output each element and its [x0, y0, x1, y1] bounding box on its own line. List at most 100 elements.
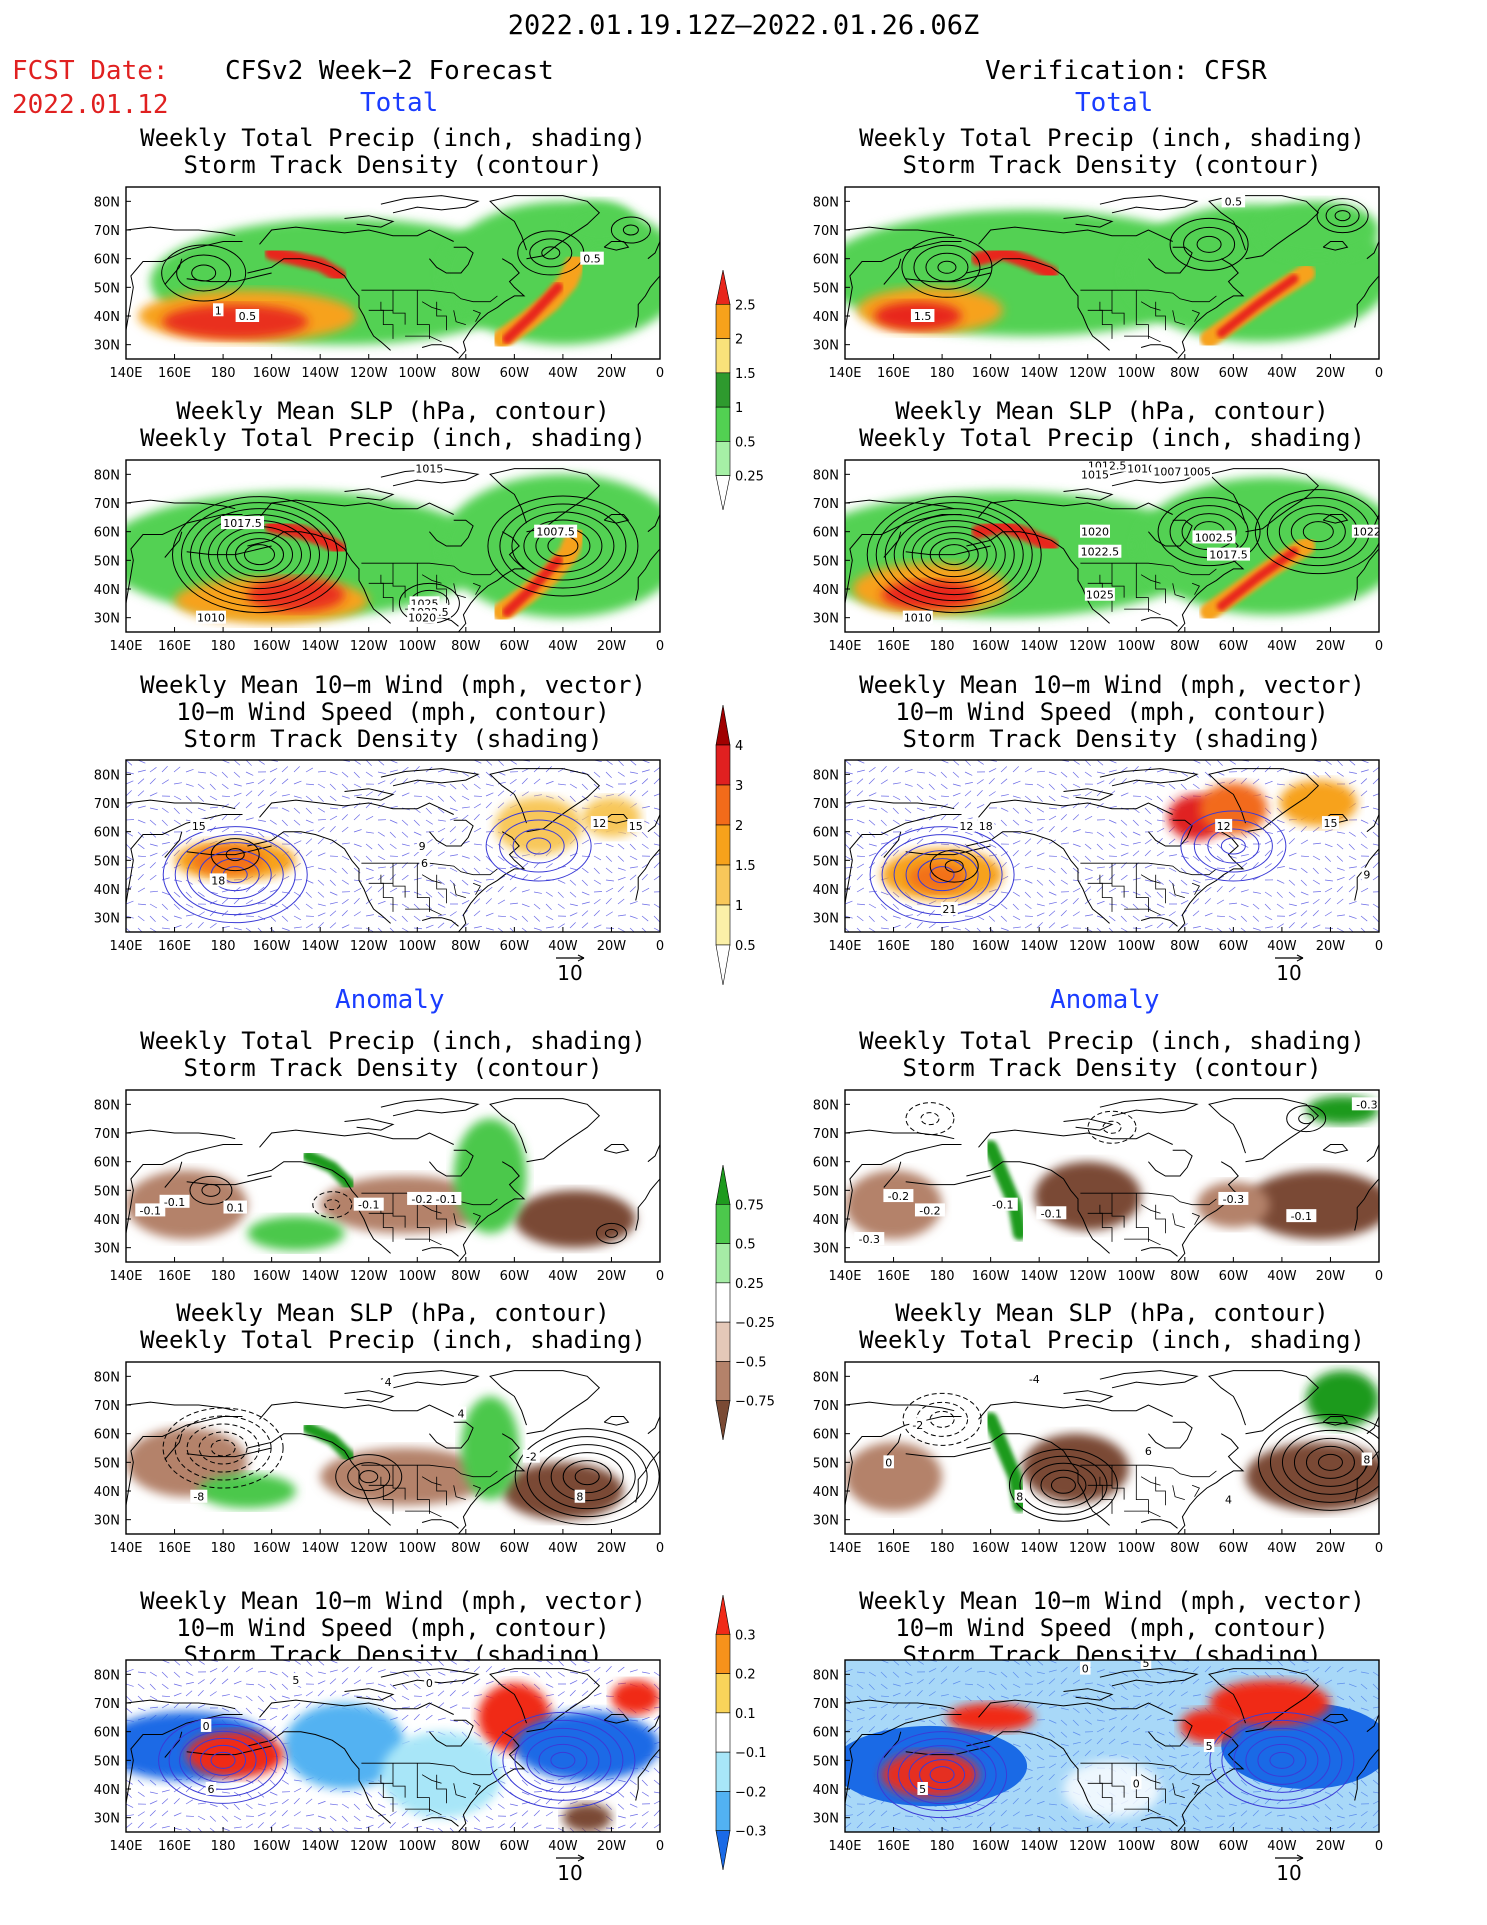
- wind-vector: [964, 802, 972, 809]
- contour-label: 15: [1321, 816, 1339, 830]
- wind-vector: [293, 1779, 302, 1782]
- wind-vector: [317, 838, 324, 845]
- wind-vector: [1036, 891, 1044, 898]
- wind-vector: [269, 889, 278, 893]
- wind-vector: [341, 795, 350, 799]
- wind-vector: [1204, 855, 1211, 862]
- coastline: [1063, 788, 1114, 801]
- coastline: [1208, 1668, 1320, 1733]
- wind-vector: [161, 1798, 169, 1805]
- lat-label: 80N: [813, 468, 839, 483]
- wind-vector: [1072, 783, 1081, 788]
- wind-vector: [221, 1707, 230, 1712]
- wind-vector: [988, 778, 995, 785]
- wind-vector: [246, 1660, 247, 1661]
- contour-label-text: 1022: [1353, 526, 1381, 539]
- lon-label: 160W: [972, 1541, 1010, 1556]
- wind-vector: [461, 795, 470, 801]
- contour-line: [162, 1407, 284, 1489]
- wind-vector: [1360, 790, 1368, 797]
- contour-line: [514, 1428, 660, 1526]
- wind-vector: [257, 1695, 264, 1702]
- wind-vector: [940, 795, 950, 798]
- wind-vector: [353, 794, 362, 797]
- contour-label: 18: [209, 873, 227, 887]
- contour-line: [893, 514, 1015, 596]
- coastline: [164, 831, 183, 858]
- wind-vector: [940, 771, 947, 778]
- coastline: [845, 1699, 955, 1710]
- wind-vector: [1240, 843, 1249, 848]
- wind-vector: [593, 842, 602, 845]
- wind-vector: [257, 790, 264, 797]
- wind-vector: [245, 1823, 253, 1829]
- colorbar-label: −0.5: [735, 1355, 767, 1370]
- wind-vector: [497, 760, 504, 766]
- contour-line: [887, 1738, 997, 1812]
- wind-vector: [1024, 838, 1032, 845]
- wind-vector: [341, 1791, 351, 1793]
- wind-vector: [1337, 1660, 1338, 1661]
- panel-title-line: Weekly Mean 10−m Wind (mph, vector): [859, 671, 1365, 699]
- wind-vector: [581, 901, 590, 905]
- contour-line: [929, 849, 979, 883]
- wind-vector: [293, 1714, 301, 1721]
- coastline: [247, 258, 391, 351]
- wind-vector: [868, 778, 875, 785]
- wind-vector: [1312, 855, 1321, 861]
- contour-line: [190, 508, 329, 602]
- lon-label: 80W: [1170, 1541, 1200, 1556]
- wind-vector: [473, 926, 482, 929]
- lat-label: 70N: [813, 1697, 839, 1712]
- wind-vector: [293, 1694, 302, 1697]
- contour-line: [1029, 1462, 1097, 1508]
- contour-line: [1169, 217, 1249, 271]
- coastline: [883, 831, 902, 858]
- wind-vector: [1252, 927, 1261, 931]
- wind-vector: [221, 814, 228, 821]
- coastline: [126, 241, 243, 331]
- wind-vector: [617, 855, 625, 862]
- contour-label-bg: [1014, 1489, 1026, 1503]
- wind-vector: [545, 1671, 552, 1678]
- wind-vector: [461, 826, 468, 833]
- wind-vector: [473, 1731, 481, 1737]
- wind-vector: [1084, 760, 1091, 766]
- wind-vector: [1324, 887, 1333, 893]
- panel-frame: [844, 1089, 1380, 1263]
- contour-label-text: 0: [1133, 1777, 1140, 1790]
- contour-label: -0.3: [1351, 1097, 1379, 1111]
- wind-vector: [868, 819, 876, 826]
- contour-line: [168, 1723, 278, 1797]
- coastline: [489, 195, 601, 260]
- coastline: [380, 468, 480, 487]
- coastline: [186, 1175, 272, 1186]
- contour-label: 12: [590, 816, 608, 830]
- lon-label: 120W: [350, 1541, 388, 1556]
- wind-vector: [533, 1683, 541, 1690]
- wind-vector: [1217, 1660, 1218, 1661]
- wind-vector: [149, 890, 158, 893]
- wind-vector: [1360, 769, 1369, 773]
- wind-vector: [1168, 911, 1176, 917]
- wind-vector: [533, 1810, 540, 1817]
- contour-label-bg: [854, 1232, 885, 1246]
- wind-vector: [1252, 915, 1260, 922]
- wind-vector: [1156, 783, 1165, 787]
- contour-line: [929, 1410, 955, 1428]
- wind-vector: [329, 867, 337, 874]
- wind-vector: [197, 1802, 206, 1805]
- wind-vector: [1000, 778, 1008, 785]
- coastline: [1148, 819, 1193, 847]
- wind-vector: [617, 791, 625, 797]
- shade-region: [191, 846, 265, 875]
- wind-vector: [1348, 886, 1356, 893]
- wind-vector: [569, 1703, 577, 1709]
- wind-vector: [1252, 862, 1259, 869]
- wind-vector: [461, 814, 469, 821]
- wind-vector: [653, 1726, 660, 1733]
- lat-label: 80N: [813, 1668, 839, 1683]
- contour-label: 6: [419, 856, 430, 870]
- lat-label: 80N: [813, 1370, 839, 1385]
- wind-vector: [497, 855, 505, 862]
